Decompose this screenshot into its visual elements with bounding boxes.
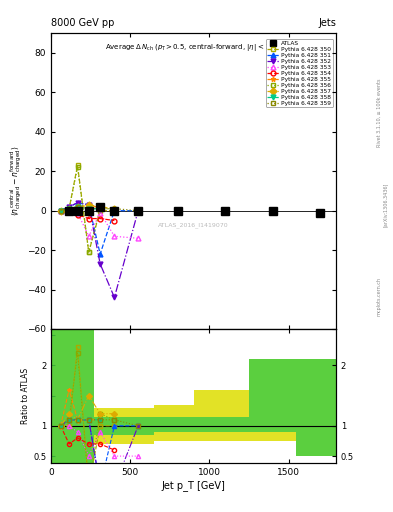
- Text: ATLAS_2016_I1419070: ATLAS_2016_I1419070: [158, 223, 229, 228]
- ATLAS: [223, 208, 228, 214]
- ATLAS: [86, 208, 91, 214]
- Text: Average$\,\Delta\,N_{\rm ch}$ ($p_{\rm T}\!>$0.5, central-forward, $|\eta|$ < 2.: Average$\,\Delta\,N_{\rm ch}$ ($p_{\rm T…: [105, 42, 282, 53]
- Y-axis label: Ratio to ATLAS: Ratio to ATLAS: [21, 368, 30, 424]
- X-axis label: Jet p_T [GeV]: Jet p_T [GeV]: [162, 480, 226, 491]
- Text: mcplots.cern.ch: mcplots.cern.ch: [377, 278, 382, 316]
- ATLAS: [175, 208, 180, 214]
- ATLAS: [270, 208, 275, 214]
- Text: Rivet 3.1.10, ≥ 100k events: Rivet 3.1.10, ≥ 100k events: [377, 78, 382, 147]
- ATLAS: [67, 208, 72, 214]
- Text: Jets: Jets: [318, 18, 336, 28]
- Y-axis label: $\langle n^{\rm central}_{\rm charged} - n^{\rm forward}_{\rm charged} \rangle$: $\langle n^{\rm central}_{\rm charged} -…: [9, 146, 24, 217]
- Legend: ATLAS, Pythia 6.428 350, Pythia 6.428 351, Pythia 6.428 352, Pythia 6.428 353, P: ATLAS, Pythia 6.428 350, Pythia 6.428 35…: [266, 39, 333, 108]
- ATLAS: [318, 209, 323, 216]
- ATLAS: [112, 208, 117, 214]
- ATLAS: [75, 208, 80, 214]
- Text: 8000 GeV pp: 8000 GeV pp: [51, 18, 114, 28]
- Text: [arXiv:1306.3436]: [arXiv:1306.3436]: [383, 183, 387, 227]
- Line: ATLAS: ATLAS: [65, 203, 324, 217]
- ATLAS: [98, 204, 103, 210]
- ATLAS: [136, 208, 141, 214]
